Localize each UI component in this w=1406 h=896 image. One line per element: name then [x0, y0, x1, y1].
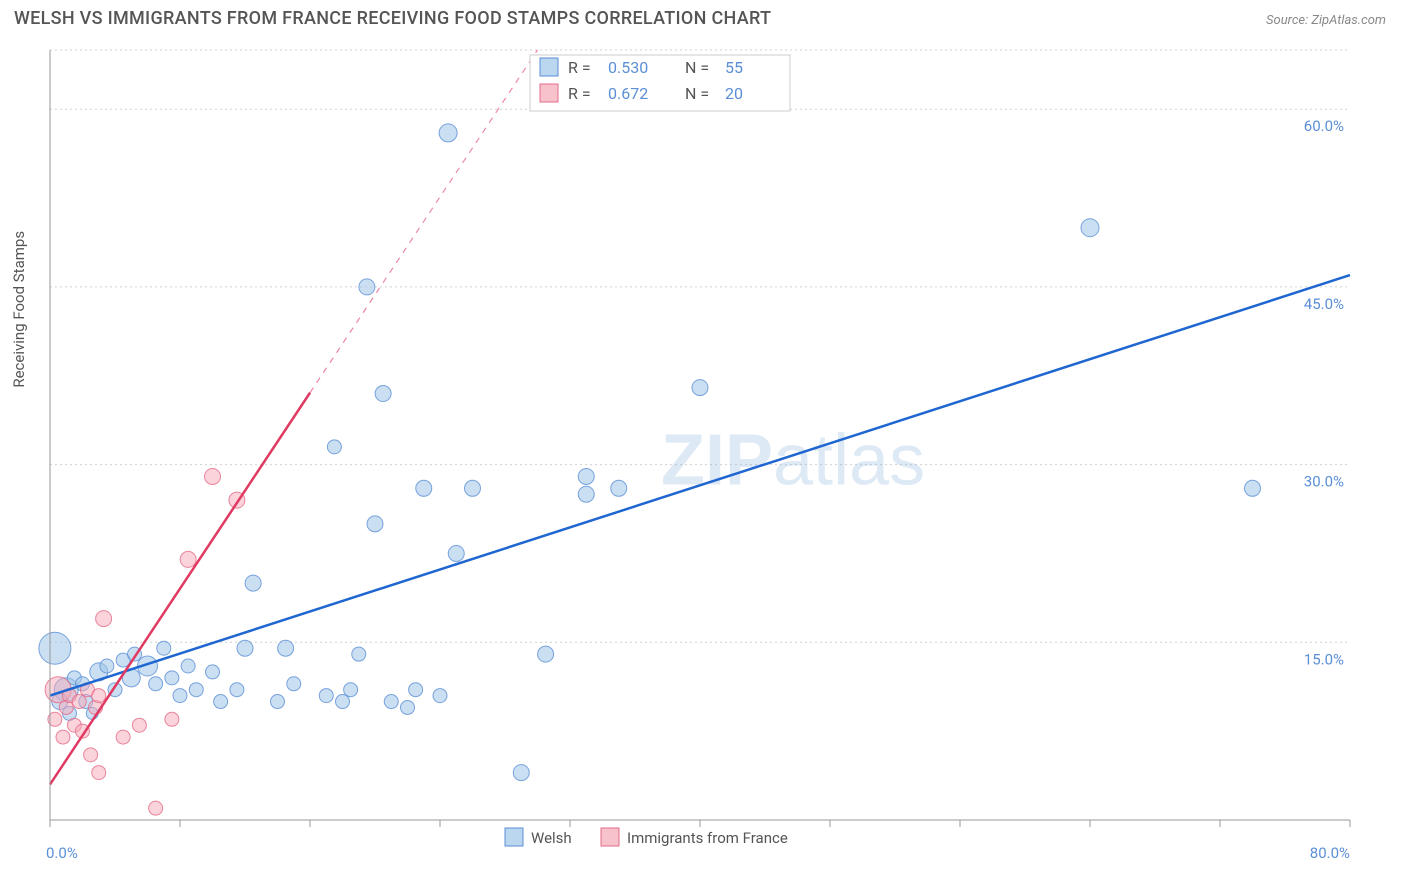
data-point: [375, 386, 391, 402]
data-point: [245, 575, 261, 591]
data-point: [401, 700, 415, 714]
correlation-scatter-chart: ZIPatlas 0.0% 80.0% 15.0% 30.0% 45.0% 60.0% R =…: [0, 40, 1406, 892]
source-attribution: Source: ZipAtlas.com: [1266, 13, 1386, 28]
bottom-legend-swatch: [601, 828, 619, 846]
x-axis-tick-label: 80.0%: [1310, 844, 1350, 862]
data-point: [439, 124, 457, 142]
legend-n-value: 55: [725, 58, 743, 77]
y-axis-tick-label: 60.0%: [1304, 117, 1344, 135]
data-point: [173, 689, 187, 703]
legend-swatch: [540, 84, 558, 102]
data-point: [157, 641, 171, 655]
data-point: [611, 480, 627, 496]
y-axis-tick-label: 30.0%: [1304, 473, 1344, 491]
trend-line-extrapolated: [310, 50, 538, 393]
legend-r-value: 0.672: [608, 84, 648, 103]
data-point: [327, 440, 341, 454]
data-point: [578, 486, 594, 502]
data-point: [92, 766, 106, 780]
legend-r-label: R =: [568, 84, 591, 103]
data-point: [1245, 480, 1261, 496]
watermark: ZIPatlas: [661, 421, 925, 501]
data-point: [538, 646, 554, 662]
legend-n-label: N =: [685, 58, 709, 77]
data-point: [578, 468, 594, 484]
trend-line: [50, 275, 1350, 696]
data-point: [181, 659, 195, 673]
data-point: [433, 689, 447, 703]
data-point: [92, 689, 106, 703]
data-point: [180, 551, 196, 567]
data-point: [56, 730, 70, 744]
data-point: [237, 640, 253, 656]
data-point: [367, 516, 383, 532]
data-point: [278, 640, 294, 656]
data-point: [352, 647, 366, 661]
legend-r-label: R =: [568, 58, 591, 77]
data-point: [165, 712, 179, 726]
data-point: [465, 480, 481, 496]
data-point: [230, 683, 244, 697]
data-point: [692, 380, 708, 396]
data-point: [116, 730, 130, 744]
data-point: [448, 545, 464, 561]
data-point: [319, 689, 333, 703]
data-point: [513, 765, 529, 781]
data-point: [416, 480, 432, 496]
data-point: [84, 748, 98, 762]
data-point: [149, 677, 163, 691]
bottom-legend-label: Welsh: [531, 829, 572, 847]
chart-title: WELSH VS IMMIGRANTS FROM FRANCE RECEIVIN…: [14, 8, 771, 29]
data-point: [100, 659, 114, 673]
legend-n-value: 20: [725, 84, 743, 103]
data-point: [344, 683, 358, 697]
data-point: [206, 665, 220, 679]
data-point: [132, 718, 146, 732]
y-axis-tick-label: 15.0%: [1304, 650, 1344, 668]
data-point: [287, 677, 301, 691]
data-point: [409, 683, 423, 697]
data-point: [271, 695, 285, 709]
y-axis-tick-label: 45.0%: [1304, 295, 1344, 313]
bottom-legend-label: Immigrants from France: [627, 829, 788, 847]
data-point: [1081, 219, 1099, 237]
data-point: [96, 611, 112, 627]
x-axis-tick-label: 0.0%: [46, 844, 78, 862]
data-point: [149, 801, 163, 815]
legend-r-value: 0.530: [608, 58, 648, 77]
trend-line: [50, 393, 310, 785]
data-point: [165, 671, 179, 685]
data-point: [214, 695, 228, 709]
data-point: [39, 632, 71, 664]
data-point: [359, 279, 375, 295]
data-point: [336, 695, 350, 709]
legend-n-label: N =: [685, 84, 709, 103]
y-axis-label: Receiving Food Stamps: [10, 231, 28, 388]
bottom-legend-swatch: [505, 828, 523, 846]
data-point: [205, 468, 221, 484]
data-point: [72, 695, 86, 709]
data-point: [189, 683, 203, 697]
legend-swatch: [540, 58, 558, 76]
data-point: [384, 695, 398, 709]
